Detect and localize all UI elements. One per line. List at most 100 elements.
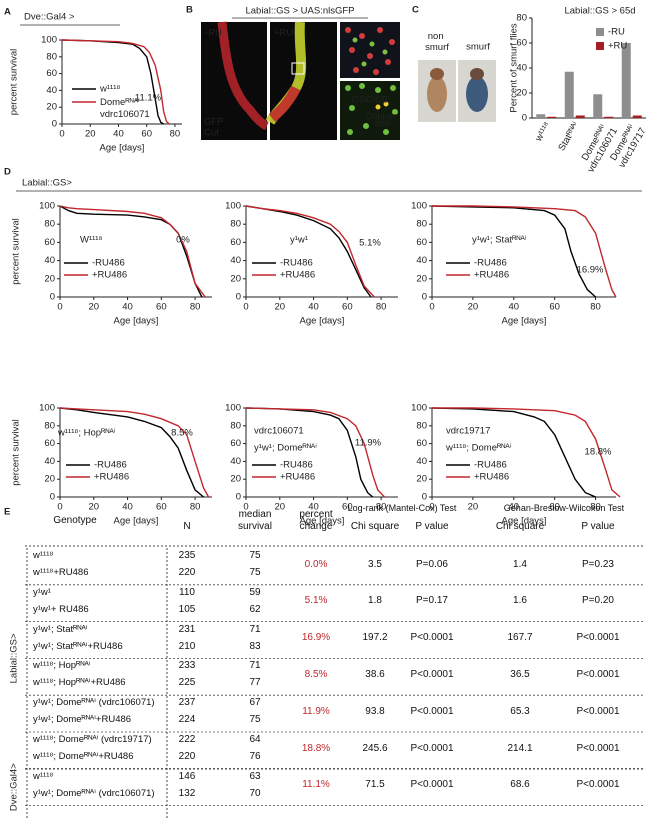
tissue	[268, 85, 301, 122]
y-tick-label: 40	[416, 456, 427, 467]
x-tick-label: w¹¹¹⁸	[533, 120, 553, 144]
y-tick-label: 20	[416, 273, 427, 284]
x-tick-label: 80	[190, 502, 201, 513]
y-tick-label: 60	[44, 438, 55, 449]
x-tick-label: 20	[274, 502, 285, 513]
y-tick-label: 0	[422, 292, 427, 303]
group-label: Labial::GS>	[9, 633, 20, 683]
chi-square: 36.5	[510, 668, 530, 680]
x-tick-label: 60	[156, 302, 167, 313]
median-survival: 76	[249, 751, 261, 762]
genotype-label: y¹w¹; Domeᴿᴺᴬⁱ	[254, 443, 317, 454]
y-tick-label: 100	[39, 201, 55, 212]
chi-square: 167.7	[507, 632, 533, 644]
marker	[375, 104, 381, 110]
genotype-label: y¹w¹	[290, 235, 308, 246]
x-tick-label: 60	[549, 302, 560, 313]
bar	[632, 115, 642, 118]
y-tick-label: 40	[230, 456, 241, 467]
median-survival: 71	[249, 623, 261, 635]
y-tick-label: 40	[44, 456, 55, 467]
survival-curve	[432, 407, 621, 498]
survival-curve	[59, 407, 210, 498]
genotype-label: w¹¹¹⁸; Domeᴿᴺᴬⁱ	[445, 443, 512, 454]
y-tick-label: 100	[411, 403, 427, 414]
survival-curve	[431, 407, 596, 498]
n: 225	[178, 677, 196, 689]
percent-change: 0.0%	[304, 558, 328, 570]
median-survival: 75	[249, 550, 261, 561]
n: 220	[178, 751, 196, 762]
panel-label: A	[4, 7, 11, 18]
y-tick-label: 20	[416, 474, 427, 485]
x-tick-label: 80	[590, 302, 601, 313]
x-tick-label: 40	[113, 129, 124, 140]
legend-label: -RU	[608, 27, 625, 38]
x-tick-label: 60	[342, 502, 353, 513]
legend-label: -RU486	[92, 258, 125, 269]
p-value: P<0.0001	[410, 742, 454, 754]
genotype: y¹w¹	[33, 586, 51, 598]
survival-curve	[61, 39, 170, 125]
bar	[593, 94, 603, 118]
panel-label: D	[4, 167, 11, 178]
survival-curve	[245, 205, 372, 298]
chi-square: 245.6	[362, 742, 388, 754]
y-tick-label: 0	[50, 492, 55, 503]
chi-square: 1.8	[368, 595, 382, 607]
annotation: 5.1%	[359, 238, 381, 249]
n: 105	[178, 603, 196, 615]
y-tick-label: 100	[225, 201, 241, 212]
legend-label: w¹¹¹⁸	[99, 84, 120, 95]
x-axis-label: Age [days]	[300, 316, 345, 327]
x-tick-label: 0	[243, 502, 248, 513]
median-survival: 71	[249, 660, 261, 672]
column-header: N	[183, 521, 191, 532]
x-tick-label: 0	[59, 129, 64, 140]
genotype: y¹w¹; Statᴿᴺᴬⁱ+RU486	[33, 640, 123, 652]
percent-change: 5.1%	[304, 595, 328, 607]
median-survival: 62	[249, 603, 261, 615]
survival-curve	[431, 205, 597, 298]
p-value: P=0.20	[582, 595, 614, 607]
y-tick-label: 100	[225, 403, 241, 414]
legend-swatch	[596, 42, 604, 50]
n: 110	[179, 586, 195, 598]
x-tick-label: Statᴿᴺᴬⁱ	[556, 120, 581, 153]
x-tick-label: 40	[122, 302, 133, 313]
genotype: y¹w¹; Domeᴿᴺᴬⁱ (vdrc106071)	[33, 787, 155, 799]
channel-label: Cut	[204, 128, 219, 139]
p-value: P<0.0001	[576, 705, 620, 717]
survival-curve	[245, 407, 386, 498]
x-tick-label: 0	[429, 302, 434, 313]
p-value: P<0.0001	[410, 779, 454, 791]
y-tick-label: 20	[46, 102, 57, 113]
x-tick-label: 80	[170, 129, 181, 140]
genotype: y¹w¹; Statᴿᴺᴬⁱ	[33, 623, 88, 635]
legend-label: +RU	[608, 41, 627, 52]
y-tick-label: 40	[416, 255, 427, 266]
nuclei	[345, 83, 398, 135]
genotype-label: w¹¹¹⁸; Hopᴿᴺᴬⁱ	[57, 428, 116, 439]
genotype: y¹w¹+ RU486	[33, 603, 89, 615]
tissue	[217, 21, 269, 131]
y-axis-label: percent survival	[9, 49, 20, 116]
genotype: y¹w¹; Domeᴿᴺᴬⁱ (vdrc106071)	[33, 697, 155, 709]
nuclei	[352, 37, 388, 67]
annotation: 11.1%	[135, 93, 162, 104]
y-tick-label: 60	[416, 237, 427, 248]
chi-square: 93.8	[365, 705, 385, 717]
genotype-label: vdrc19717	[446, 426, 490, 437]
genotype-label: W¹¹¹⁸	[80, 235, 102, 246]
chi-square: 65.3	[510, 705, 530, 717]
fly	[470, 68, 484, 80]
x-tick-label: 60	[549, 502, 560, 513]
y-tick-label: 40	[46, 85, 57, 96]
x-axis-label: Age [days]	[300, 516, 345, 527]
median-survival: 67	[249, 697, 261, 709]
zoom-box	[291, 62, 305, 75]
chi-square: 197.2	[362, 632, 388, 644]
x-tick-label: 20	[88, 302, 99, 313]
y-tick-label: 0	[422, 492, 427, 503]
